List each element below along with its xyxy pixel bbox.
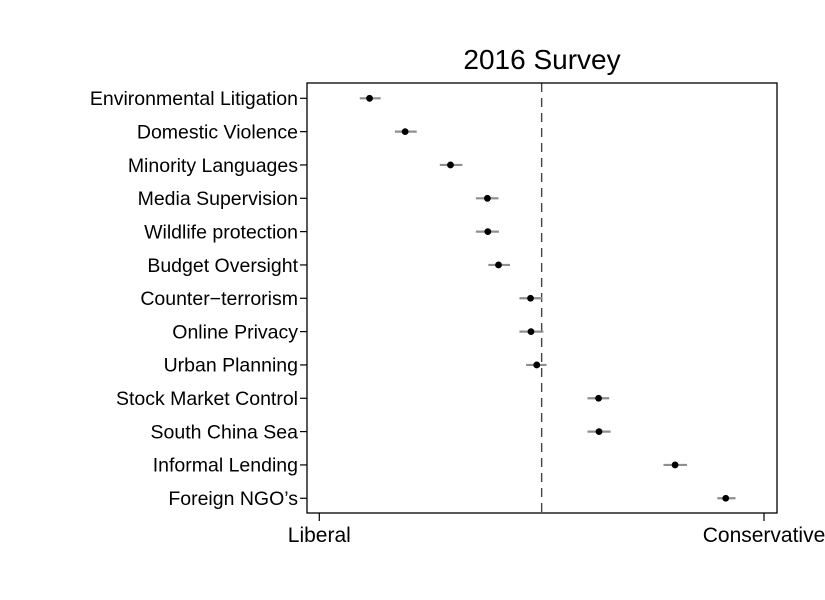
- data-point: [722, 494, 730, 502]
- data-point: [401, 128, 409, 136]
- data-point: [527, 294, 534, 302]
- category-label: Foreign NGO’s: [168, 488, 298, 510]
- category-label: Urban Planning: [164, 355, 298, 377]
- category-label: Environmental Litigation: [90, 88, 298, 110]
- category-label: South China Sea: [151, 421, 299, 443]
- category-label: Media Supervision: [138, 188, 298, 210]
- data-point: [595, 428, 603, 435]
- data-point: [484, 228, 492, 236]
- x-tick-label: Liberal: [288, 524, 351, 547]
- category-label: Wildlife protection: [144, 221, 298, 243]
- category-label: Stock Market Control: [116, 388, 298, 410]
- category-label: Domestic Violence: [137, 121, 298, 143]
- data-point: [671, 461, 679, 469]
- category-label: Online Privacy: [172, 321, 298, 343]
- data-point: [533, 361, 541, 369]
- data-point: [495, 261, 502, 269]
- data-point: [483, 194, 491, 202]
- category-label: Budget Oversight: [147, 255, 298, 277]
- data-point: [527, 328, 535, 336]
- data-point: [447, 161, 454, 169]
- data-point: [595, 394, 602, 402]
- chart-title: 2016 Survey: [463, 44, 621, 75]
- data-point: [366, 94, 373, 102]
- category-label: Counter−terrorism: [140, 288, 298, 310]
- x-tick-label: Conservative: [703, 524, 825, 547]
- category-label: Informal Lending: [153, 455, 298, 477]
- category-label: Minority Languages: [128, 155, 298, 177]
